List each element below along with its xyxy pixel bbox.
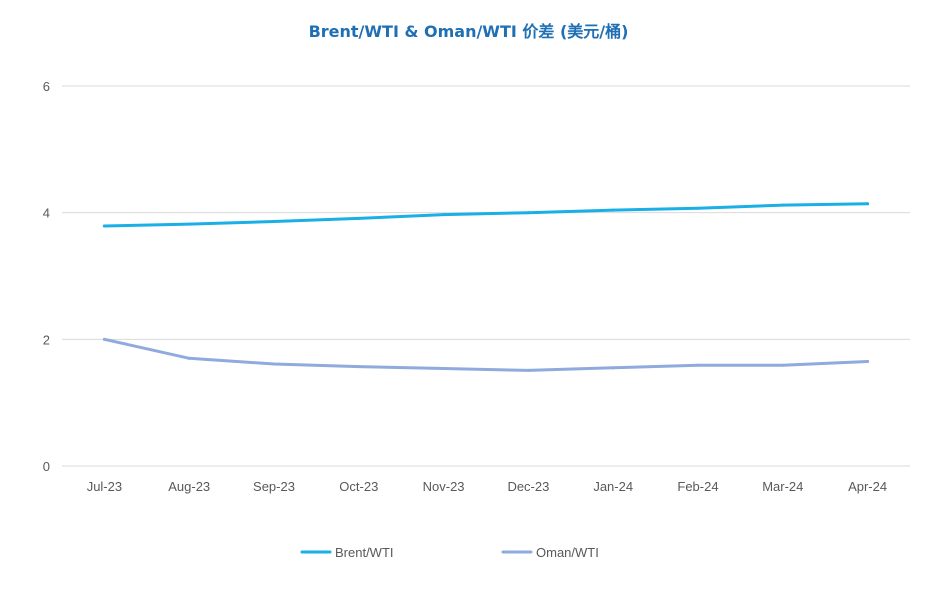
y-tick-label: 4: [43, 206, 50, 221]
x-tick-label: Jul-23: [87, 479, 122, 494]
chart-title: Brent/WTI & Oman/WTI 价差 (美元/桶): [308, 22, 629, 41]
data-point: [696, 363, 700, 367]
legend-label: Brent/WTI: [335, 545, 394, 560]
y-tick-label: 0: [43, 459, 50, 474]
x-tick-label: Mar-24: [762, 479, 803, 494]
x-tick-label: Aug-23: [168, 479, 210, 494]
x-axis-ticks: Jul-23 Aug-23 Sep-23 Oct-23 Nov-23 Dec-23 Jan-…: [87, 479, 887, 494]
y-tick-label: 2: [43, 332, 50, 347]
data-point: [357, 365, 361, 369]
data-point: [357, 216, 361, 220]
x-tick-label: Nov-23: [423, 479, 465, 494]
data-point: [781, 203, 785, 207]
data-point: [102, 337, 106, 341]
y-tick-label: 6: [43, 79, 50, 94]
x-tick-label: Sep-23: [253, 479, 295, 494]
data-point: [696, 206, 700, 210]
data-point: [442, 213, 446, 217]
series-lines: [102, 202, 870, 372]
data-point: [611, 366, 615, 370]
data-point: [187, 356, 191, 360]
data-point: [611, 208, 615, 212]
series-line-oman-wti: [102, 337, 870, 372]
x-tick-label: Jan-24: [593, 479, 633, 494]
data-point: [866, 360, 870, 363]
x-tick-label: Apr-24: [848, 479, 887, 494]
series-line-brent-wti: [102, 202, 870, 228]
x-tick-label: Oct-23: [339, 479, 378, 494]
legend-label: Oman/WTI: [536, 545, 599, 560]
grid-lines: [62, 85, 910, 467]
data-point: [781, 363, 785, 367]
x-tick-label: Feb-24: [677, 479, 718, 494]
data-point: [187, 222, 191, 226]
data-point: [272, 220, 276, 224]
data-point: [102, 224, 106, 228]
x-tick-label: Dec-23: [507, 479, 549, 494]
legend: Brent/WTI Oman/WTI: [300, 545, 599, 560]
y-axis-ticks: 0 2 4 6: [43, 79, 50, 474]
data-point: [866, 202, 870, 206]
data-point: [526, 211, 530, 215]
data-point: [526, 368, 530, 372]
data-point: [272, 362, 276, 366]
data-point: [442, 366, 446, 370]
